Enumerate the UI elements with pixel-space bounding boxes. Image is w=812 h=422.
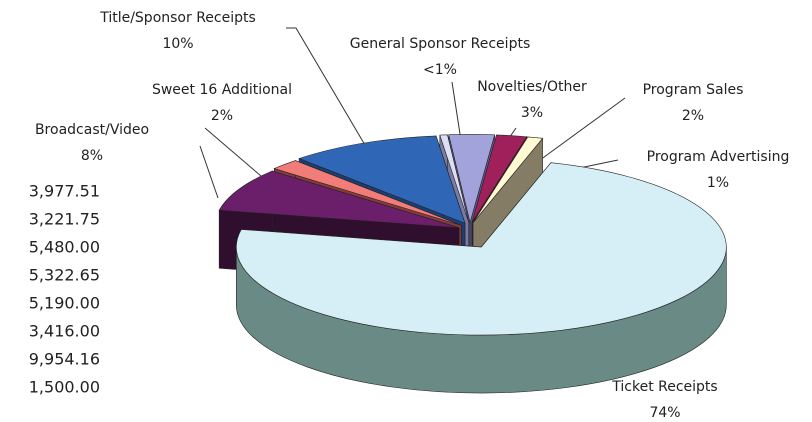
slice-label: Title/Sponsor Receipts — [99, 10, 256, 26]
side-number: 5,480.00 — [29, 238, 100, 257]
side-number: 9,954.16 — [29, 350, 100, 369]
slice-value-label: 1% — [707, 175, 729, 191]
side-number: 1,500.00 — [29, 378, 100, 397]
slice-value-label: 74% — [649, 405, 680, 421]
leader-line — [539, 97, 626, 161]
leader-line — [286, 27, 376, 163]
leader-lines — [199, 27, 626, 199]
slice-top — [439, 134, 470, 223]
slice-label: Program Advertising — [647, 149, 790, 165]
slice-value-label: 3% — [521, 105, 543, 121]
side-number: 3,221.75 — [29, 210, 100, 229]
slice-top — [273, 160, 462, 226]
pie — [218, 134, 727, 394]
slice-top — [298, 135, 466, 224]
side-number: 5,322.65 — [29, 266, 100, 285]
leader-line — [204, 127, 269, 183]
side-number: 3,416.00 — [29, 322, 100, 341]
slice-label: Novelties/Other — [477, 79, 587, 95]
slice-value-label: 10% — [162, 36, 193, 52]
slice-label: Broadcast/Video — [35, 122, 149, 138]
slice — [236, 161, 727, 394]
slice-top — [448, 134, 495, 224]
slice-label: Ticket Receipts — [611, 379, 717, 395]
slice-top — [471, 134, 528, 223]
slice-label: Sweet 16 Additional — [152, 82, 292, 98]
slice-label: General Sponsor Receipts — [350, 36, 530, 52]
side-number: 3,977.51 — [29, 182, 100, 201]
slice-value-label: <1% — [423, 62, 457, 78]
slice-value-label: 2% — [682, 108, 704, 124]
slice-value-label: 2% — [211, 108, 233, 124]
slice-label: Program Sales — [643, 82, 744, 98]
slice-top — [472, 136, 544, 223]
slice-top — [236, 162, 727, 336]
slice-value-label: 8% — [81, 148, 103, 164]
slice-top — [218, 170, 460, 229]
leader-line — [199, 145, 219, 199]
side-number: 5,190.00 — [29, 294, 100, 313]
